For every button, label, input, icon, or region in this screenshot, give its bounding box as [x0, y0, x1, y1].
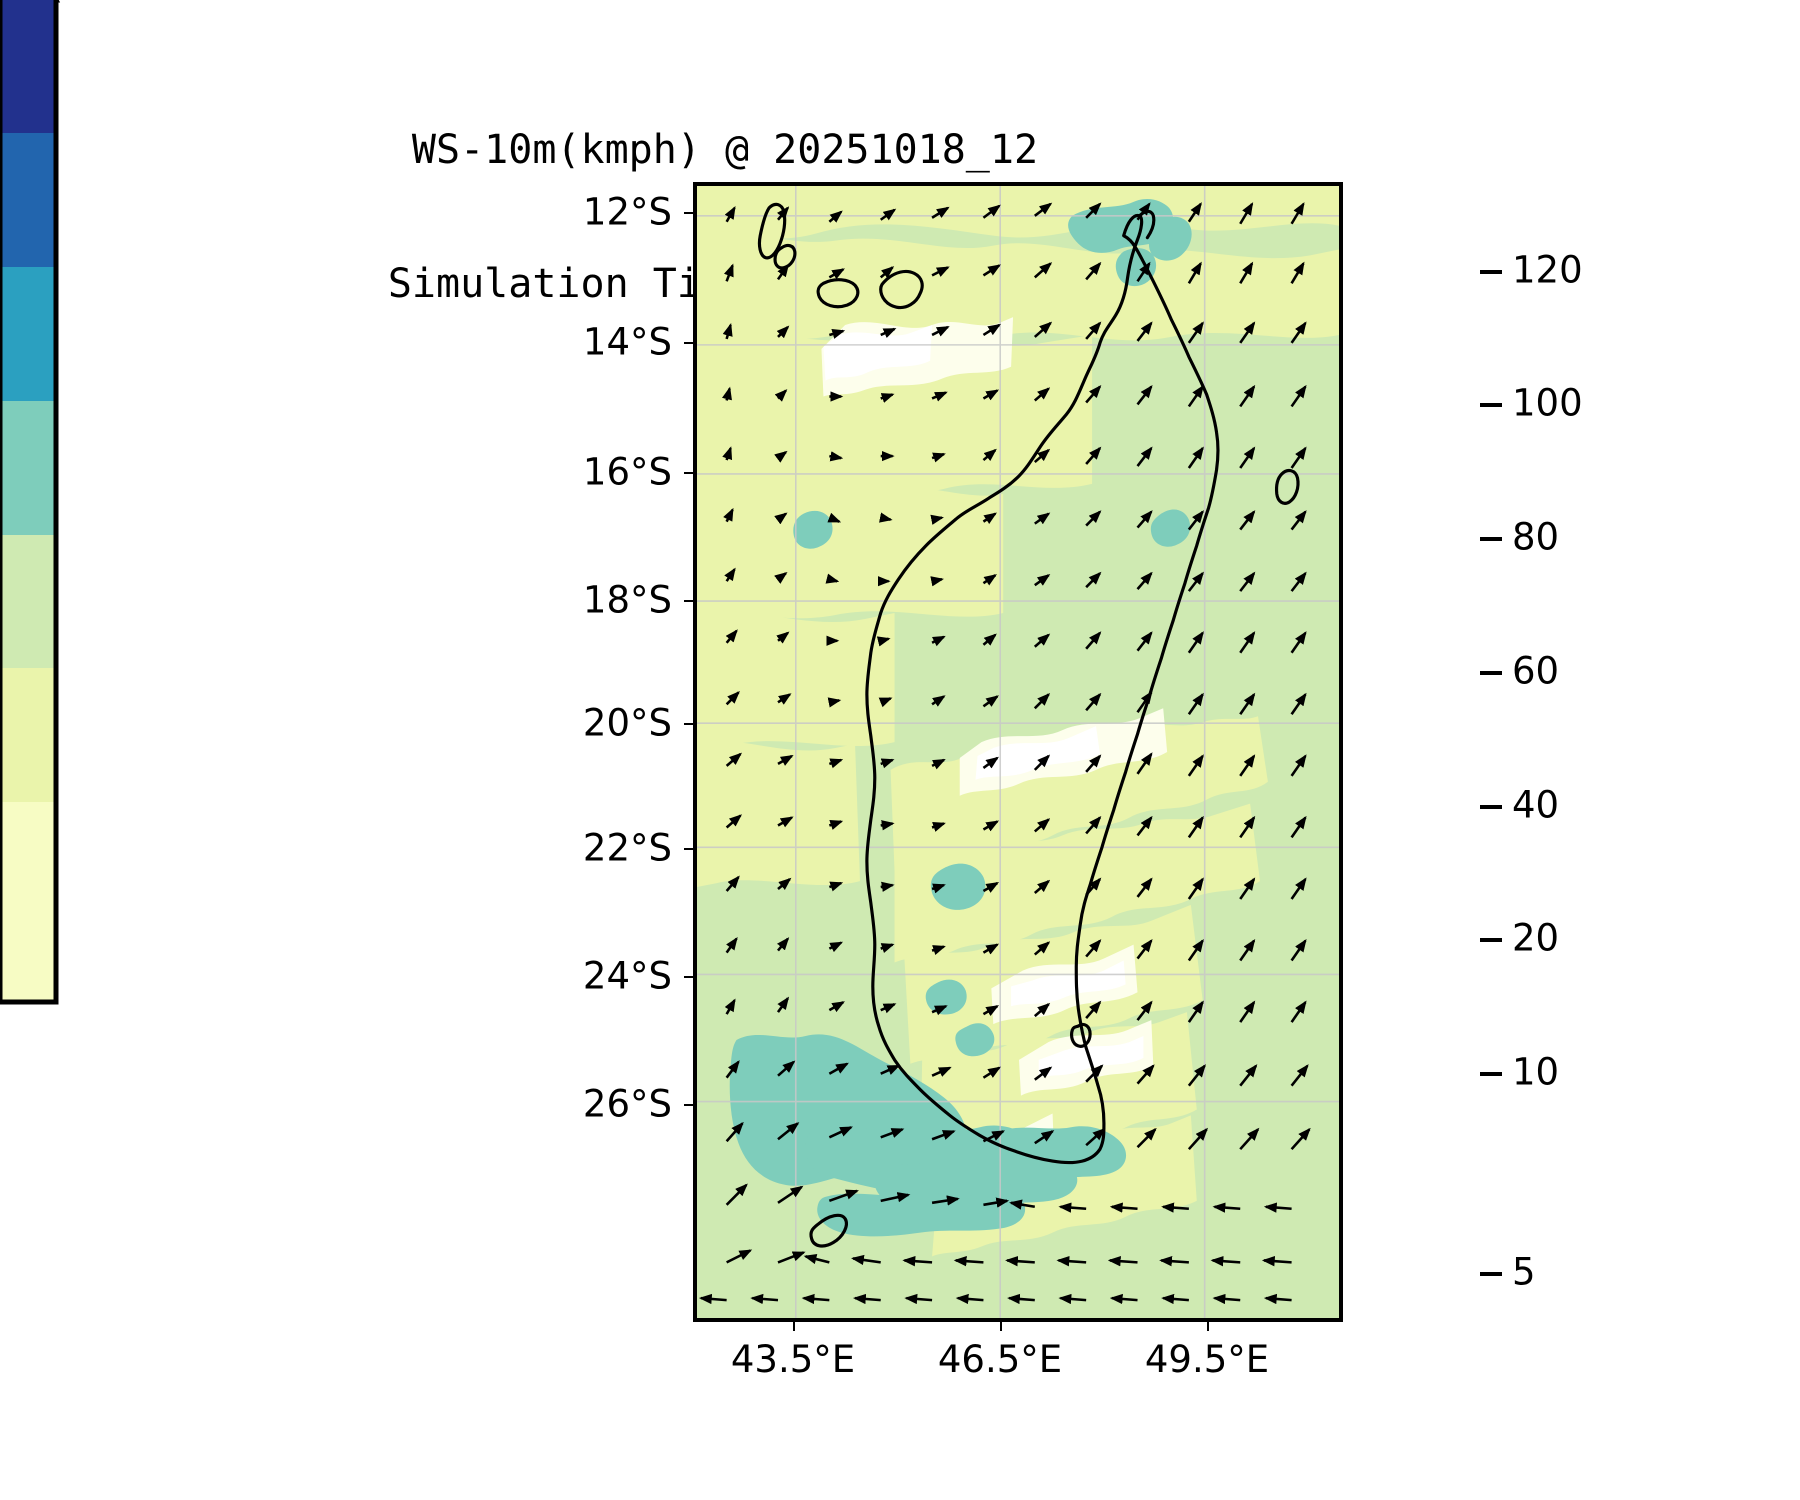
colorbar-tick-label-100: 100	[1512, 381, 1583, 425]
x-tick-mark	[1000, 1322, 1002, 1331]
colorbar-gradient	[0, 0, 61, 1005]
colorbar-tick-mark	[1480, 403, 1502, 407]
y-tick-mark	[684, 723, 693, 725]
y-tick-label-20s: 20°S	[582, 701, 672, 745]
x-tick-label-435e: 43.5°E	[730, 1338, 856, 1381]
y-tick-label-16s: 16°S	[582, 450, 672, 494]
colorbar-tick-mark	[1480, 1272, 1502, 1276]
y-tick-mark	[684, 848, 693, 850]
colorbar-tick-mark	[1480, 805, 1502, 809]
y-tick-label-18s: 18°S	[582, 578, 672, 622]
y-tick-label-12s: 12°S	[582, 190, 672, 234]
y-tick-label-22s: 22°S	[582, 826, 672, 870]
colorbar-tick-label-80: 80	[1512, 515, 1560, 559]
y-tick-mark	[684, 976, 693, 978]
y-tick-label-26s: 26°S	[582, 1082, 672, 1126]
x-tick-label-495e: 49.5°E	[1144, 1338, 1270, 1381]
x-tick-mark	[1207, 1322, 1209, 1331]
y-tick-mark	[684, 1104, 693, 1106]
x-tick-label-465e: 46.5°E	[937, 1338, 1063, 1381]
colorbar-tick-mark	[1480, 1072, 1502, 1076]
colorbar-tick-label-20: 20	[1512, 916, 1560, 960]
y-tick-mark	[684, 600, 693, 602]
colorbar-tick-mark	[1480, 270, 1502, 274]
y-tick-label-14s: 14°S	[582, 320, 672, 364]
map-canvas	[697, 186, 1339, 1318]
y-tick-mark	[684, 342, 693, 344]
colorbar-tick-mark	[1480, 938, 1502, 942]
colorbar-tick-label-120: 120	[1512, 248, 1583, 292]
colorbar-tick-label-60: 60	[1512, 649, 1560, 693]
colorbar-tick-label-40: 40	[1512, 783, 1560, 827]
y-tick-mark	[684, 212, 693, 214]
colorbar-tick-mark	[1480, 537, 1502, 541]
chart-title-line-1: WS-10m(kmph) @ 20251018_12	[411, 126, 1039, 173]
colorbar-tick-label-10: 10	[1512, 1050, 1560, 1094]
y-tick-label-24s: 24°S	[582, 954, 672, 998]
map-plot-area[interactable]	[693, 182, 1343, 1322]
x-tick-mark	[793, 1322, 795, 1331]
y-tick-mark	[684, 472, 693, 474]
colorbar-tick-label-5: 5	[1512, 1250, 1536, 1294]
colorbar-tick-mark	[1480, 671, 1502, 675]
